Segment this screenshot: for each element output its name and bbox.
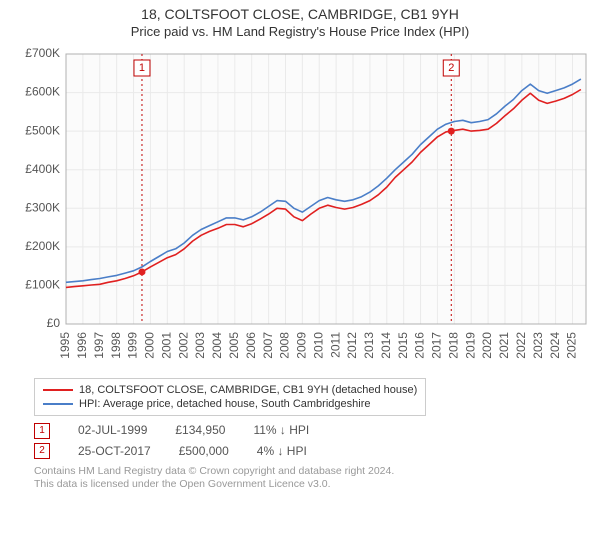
legend-swatch — [43, 403, 73, 405]
x-tick-label: 2023 — [531, 331, 545, 358]
sales-table: 1 02-JUL-1999 £134,950 11% ↓ HPI 2 25-OCT-201… — [34, 420, 590, 461]
chart-area: £0 £100K £200K £300K £400K £500K £600K £700K 199… — [10, 44, 590, 374]
x-tick-label: 2001 — [159, 331, 173, 358]
x-tick-label: 1995 — [58, 331, 72, 358]
x-tick-label: 2006 — [244, 331, 258, 358]
x-tick-label: 2008 — [278, 331, 292, 358]
chart-subtitle: Price paid vs. HM Land Registry's House … — [10, 24, 590, 40]
footer-line-2: This data is licensed under the Open Gov… — [34, 478, 590, 491]
x-tick-label: 2009 — [295, 331, 309, 358]
y-tick-label: £300K — [25, 200, 60, 214]
x-tick-label: 2010 — [311, 331, 325, 358]
svg-text:1: 1 — [139, 62, 145, 74]
legend-label: 18, COLTSFOOT CLOSE, CAMBRIDGE, CB1 9YH … — [79, 383, 417, 397]
sale-date: 02-JUL-1999 — [78, 420, 147, 440]
sale-price: £134,950 — [175, 420, 225, 440]
y-tick-label: £400K — [25, 162, 60, 176]
x-tick-label: 2024 — [548, 331, 562, 358]
legend: 18, COLTSFOOT CLOSE, CAMBRIDGE, CB1 9YH … — [34, 378, 426, 417]
x-tick-label: 1996 — [75, 331, 89, 358]
y-tick-label: £500K — [25, 123, 60, 137]
x-tick-label: 2007 — [261, 331, 275, 358]
y-tick-label: £100K — [25, 277, 60, 291]
x-tick-label: 2014 — [379, 331, 393, 358]
y-tick-label: £0 — [47, 316, 61, 330]
legend-label: HPI: Average price, detached house, Sout… — [79, 397, 370, 411]
x-tick-label: 2000 — [143, 331, 157, 358]
sale-row: 2 25-OCT-2017 £500,000 4% ↓ HPI — [34, 441, 590, 461]
sale-hpi-delta: 11% ↓ HPI — [253, 420, 309, 440]
x-tick-label: 2004 — [210, 331, 224, 358]
x-tick-label: 2011 — [328, 331, 342, 357]
chart-title: 18, COLTSFOOT CLOSE, CAMBRIDGE, CB1 9YH — [10, 6, 590, 24]
x-tick-label: 2015 — [396, 331, 410, 358]
chart-container: 18, COLTSFOOT CLOSE, CAMBRIDGE, CB1 9YH … — [0, 0, 600, 560]
x-tick-label: 2021 — [497, 331, 511, 358]
x-tick-label: 1998 — [109, 331, 123, 358]
x-tick-label: 2012 — [345, 331, 359, 358]
x-tick-label: 2016 — [413, 331, 427, 358]
x-tick-label: 2019 — [463, 331, 477, 358]
x-tick-label: 2020 — [480, 331, 494, 358]
x-tick-label: 1997 — [92, 331, 106, 358]
y-tick-label: £700K — [25, 46, 60, 60]
sale-price: £500,000 — [179, 441, 229, 461]
x-tick-label: 2018 — [446, 331, 460, 358]
x-tick-label: 2002 — [176, 331, 190, 358]
legend-row: HPI: Average price, detached house, Sout… — [43, 397, 417, 411]
price-chart: £0 £100K £200K £300K £400K £500K £600K £700K 199… — [10, 44, 590, 374]
svg-text:2: 2 — [448, 62, 454, 74]
sale-row: 1 02-JUL-1999 £134,950 11% ↓ HPI — [34, 420, 590, 440]
y-tick-label: £600K — [25, 84, 60, 98]
legend-row: 18, COLTSFOOT CLOSE, CAMBRIDGE, CB1 9YH … — [43, 383, 417, 397]
y-tick-label: £200K — [25, 239, 60, 253]
x-tick-label: 2022 — [514, 331, 528, 358]
footer-line-1: Contains HM Land Registry data © Crown c… — [34, 465, 590, 478]
x-tick-label: 2017 — [430, 331, 444, 358]
sale-marker: 1 — [34, 423, 50, 439]
x-tick-label: 1999 — [126, 331, 140, 358]
sale-hpi-delta: 4% ↓ HPI — [257, 441, 307, 461]
x-tick-label: 2005 — [227, 331, 241, 358]
x-tick-label: 2003 — [193, 331, 207, 358]
x-tick-label: 2013 — [362, 331, 376, 358]
sale-date: 25-OCT-2017 — [78, 441, 151, 461]
footer-note: Contains HM Land Registry data © Crown c… — [34, 465, 590, 491]
x-tick-label: 2025 — [565, 331, 579, 358]
sale-marker: 2 — [34, 443, 50, 459]
legend-swatch — [43, 389, 73, 391]
